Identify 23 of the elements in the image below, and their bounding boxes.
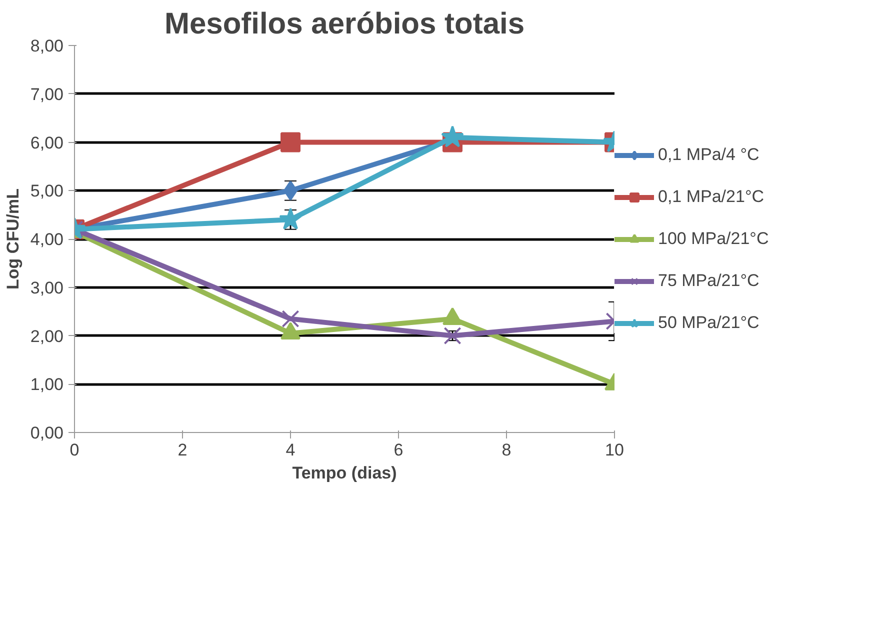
x-tick-label: 8 — [502, 440, 512, 460]
x-tick-label: 10 — [605, 440, 624, 460]
legend-label: 0,1 MPa/4 °C — [658, 144, 760, 164]
y-tick-label: 3,00 — [30, 278, 64, 298]
x-tick-label: 0 — [70, 440, 80, 460]
y-axis-title: Log CFU/mL — [3, 188, 22, 290]
y-tick-label: 4,00 — [30, 230, 64, 249]
x-tick-label: 6 — [394, 440, 404, 460]
y-tick-label: 2,00 — [30, 326, 64, 346]
x-tick-label: 2 — [178, 440, 188, 460]
x-axis-title: Tempo (dias) — [292, 464, 397, 482]
chart-title: Mesofilos aeróbios totais — [164, 8, 525, 40]
y-tick-label: 8,00 — [30, 36, 64, 56]
y-tick-label: 0,00 — [30, 424, 64, 442]
y-tick-label: 7,00 — [30, 84, 64, 104]
legend-label: 0,1 MPa/21°C — [658, 186, 766, 206]
y-tick-label: 5,00 — [30, 182, 64, 201]
legend-label: 50 MPa/21°C — [658, 312, 760, 332]
x-tick-label: 4 — [286, 440, 296, 460]
legend-label: 75 MPa/21°C — [658, 270, 760, 290]
legend-label: 100 MPa/21°C — [658, 228, 770, 248]
y-tick-label: 6,00 — [30, 133, 64, 152]
y-tick-label: 1,00 — [30, 375, 64, 394]
